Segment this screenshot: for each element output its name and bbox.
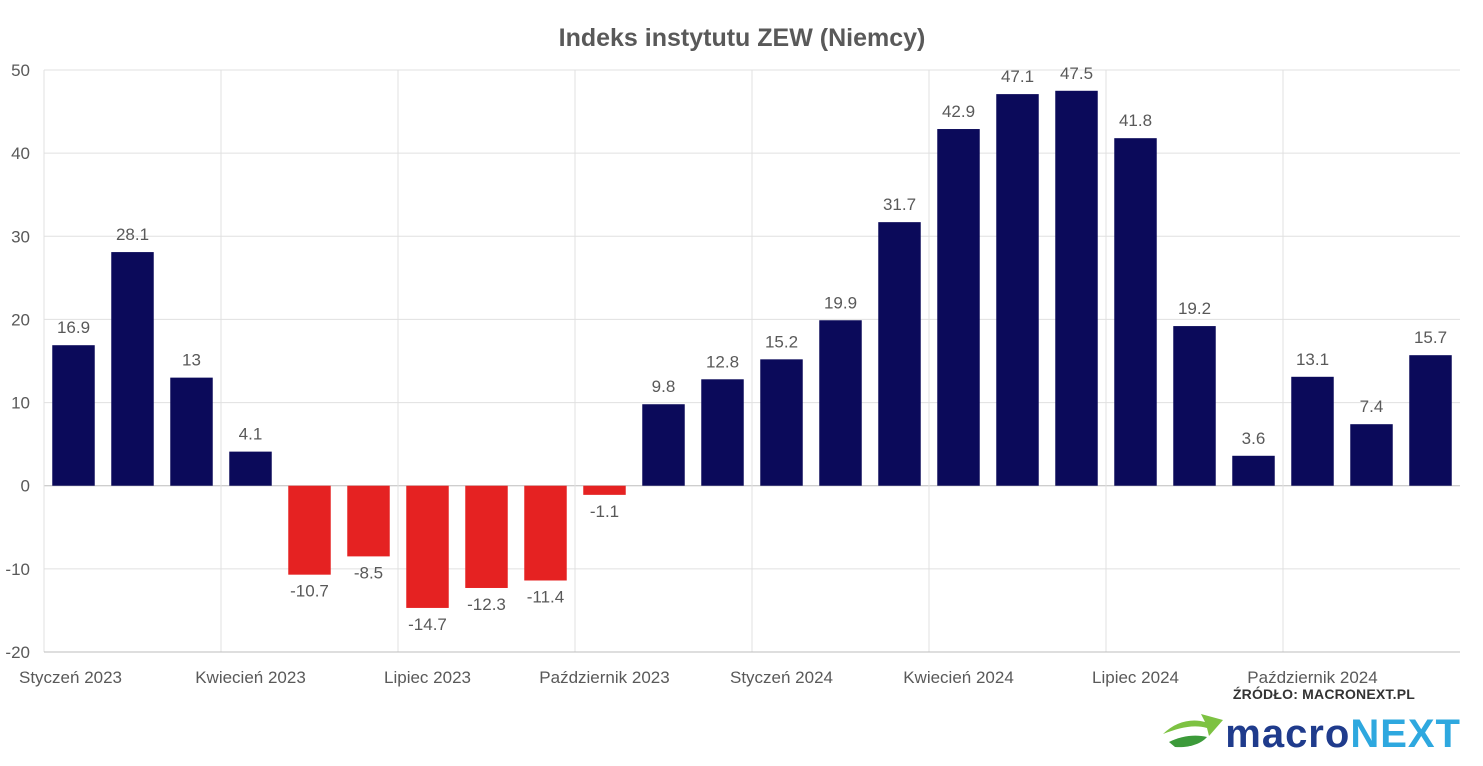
x-tick-label: Lipiec 2023 <box>384 668 471 687</box>
bar <box>1173 326 1216 486</box>
y-tick-label: 20 <box>11 310 30 329</box>
data-label: -11.4 <box>527 587 565 606</box>
gridlines <box>43 69 1460 653</box>
data-label: 13 <box>182 351 201 370</box>
data-label: 7.4 <box>1360 397 1384 416</box>
brand-name: macroNEXT <box>1225 712 1461 756</box>
data-label: -12.3 <box>467 595 506 614</box>
bar <box>465 485 508 588</box>
bar <box>642 404 685 486</box>
bar <box>701 379 744 486</box>
data-label: -10.7 <box>290 582 329 601</box>
bar <box>1114 138 1157 486</box>
data-label: 12.8 <box>706 352 739 371</box>
data-label: 4.1 <box>239 425 263 444</box>
data-label: 13.1 <box>1296 350 1329 369</box>
data-label: 47.5 <box>1060 64 1093 83</box>
chart-title: Indeks instytutu ZEW (Niemcy) <box>559 24 926 52</box>
data-label: -1.1 <box>590 502 619 521</box>
data-labels: 16.9 28.1 13 4.1 -10.7 -8.5 -14.7 -12.3 -11.4 -1.… <box>57 64 1447 634</box>
bar <box>288 485 331 575</box>
brand-part-macro: macro <box>1225 712 1351 756</box>
data-label: 15.7 <box>1414 328 1447 347</box>
y-tick-label: 50 <box>11 61 30 80</box>
bar <box>819 320 862 486</box>
data-label: 3.6 <box>1242 429 1266 448</box>
bar <box>937 129 980 486</box>
macronext-logo: ŹRÓDŁO: MACRONEXT.PL macroNEXT <box>1161 686 1461 756</box>
source-label: ŹRÓDŁO: MACRONEXT.PL <box>1232 686 1415 702</box>
y-tick-label: -10 <box>5 560 30 579</box>
bar <box>347 485 390 557</box>
y-tick-label: 30 <box>11 227 30 246</box>
bar <box>760 359 803 486</box>
data-label: 31.7 <box>883 195 916 214</box>
bar <box>996 94 1039 486</box>
data-label: 47.1 <box>1001 67 1034 86</box>
data-label: 41.8 <box>1119 111 1152 130</box>
y-tick-label: 10 <box>11 394 30 413</box>
bar <box>1055 90 1098 486</box>
data-label: 42.9 <box>942 102 975 121</box>
data-label: -14.7 <box>408 615 447 634</box>
bar <box>1232 455 1275 486</box>
x-tick-label: Kwiecień 2023 <box>195 668 306 687</box>
data-label: 15.2 <box>765 332 798 351</box>
bar <box>583 485 626 495</box>
bar <box>111 252 154 486</box>
data-label: 28.1 <box>116 225 149 244</box>
x-tick-label: Kwiecień 2024 <box>903 668 1014 687</box>
bar <box>52 345 95 486</box>
data-label: 19.9 <box>824 293 857 312</box>
bar <box>524 485 567 581</box>
x-tick-label: Styczeń 2024 <box>730 668 833 687</box>
y-axis-ticks: -20 -10 0 10 20 30 40 50 <box>5 61 30 662</box>
x-axis-ticks: Styczeń 2023 Kwiecień 2023 Lipiec 2023 Paźd… <box>19 668 1378 687</box>
bar <box>170 377 213 486</box>
y-tick-label: 0 <box>21 477 30 496</box>
x-tick-label: Październik 2023 <box>539 668 669 687</box>
brand-part-next: NEXT <box>1350 712 1461 756</box>
bar <box>1291 376 1334 486</box>
data-label: 16.9 <box>57 318 90 337</box>
y-tick-label: 40 <box>11 144 30 163</box>
bar <box>229 451 272 486</box>
bar <box>1409 355 1452 486</box>
x-tick-label: Styczeń 2023 <box>19 668 122 687</box>
x-tick-label: Październik 2024 <box>1247 668 1377 687</box>
x-tick-label: Lipiec 2024 <box>1092 668 1179 687</box>
macronext-swoosh-arrow-icon <box>1163 714 1223 748</box>
data-label: 9.8 <box>652 377 676 396</box>
bar <box>406 485 449 608</box>
bar <box>1350 424 1393 486</box>
bars <box>52 90 1452 608</box>
bar <box>878 222 921 486</box>
data-label: -8.5 <box>354 563 383 582</box>
data-label: 19.2 <box>1178 299 1211 318</box>
y-tick-label: -20 <box>5 643 30 662</box>
